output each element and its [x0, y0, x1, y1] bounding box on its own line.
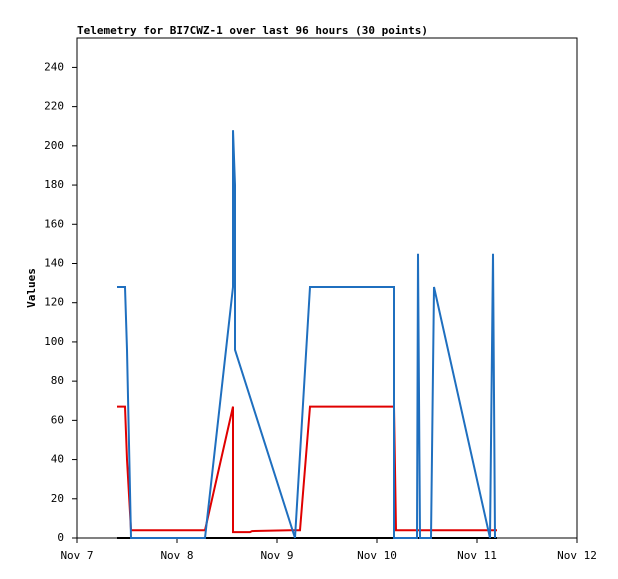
y-tick-label: 120: [44, 296, 64, 309]
x-tick-label: Nov 9: [260, 549, 293, 562]
y-tick-label: 40: [51, 453, 64, 466]
y-tick-label: 160: [44, 217, 64, 230]
y-tick-label: 80: [51, 374, 64, 387]
data-line: [117, 130, 496, 539]
x-tick-label: Nov 7: [60, 549, 93, 562]
data-line: [117, 405, 497, 534]
y-tick-label: 200: [44, 139, 64, 152]
x-tick-label: Nov 8: [160, 549, 193, 562]
y-tick-label: 100: [44, 335, 64, 348]
y-tick-label: 60: [51, 413, 64, 426]
x-tick-label: Nov 12: [557, 549, 597, 562]
y-tick-label: 140: [44, 256, 64, 269]
y-tick-label: 220: [44, 100, 64, 113]
y-tick-label: 20: [51, 492, 64, 505]
chart-title: Telemetry for BI7CWZ-1 over last 96 hour…: [77, 24, 428, 37]
x-tick-label: Nov 10: [357, 549, 397, 562]
y-tick-label: 180: [44, 178, 64, 191]
y-tick-label: 0: [57, 531, 64, 544]
x-tick-label: Nov 11: [457, 549, 497, 562]
y-axis-label: Values: [25, 268, 38, 308]
y-tick-label: 240: [44, 60, 64, 73]
